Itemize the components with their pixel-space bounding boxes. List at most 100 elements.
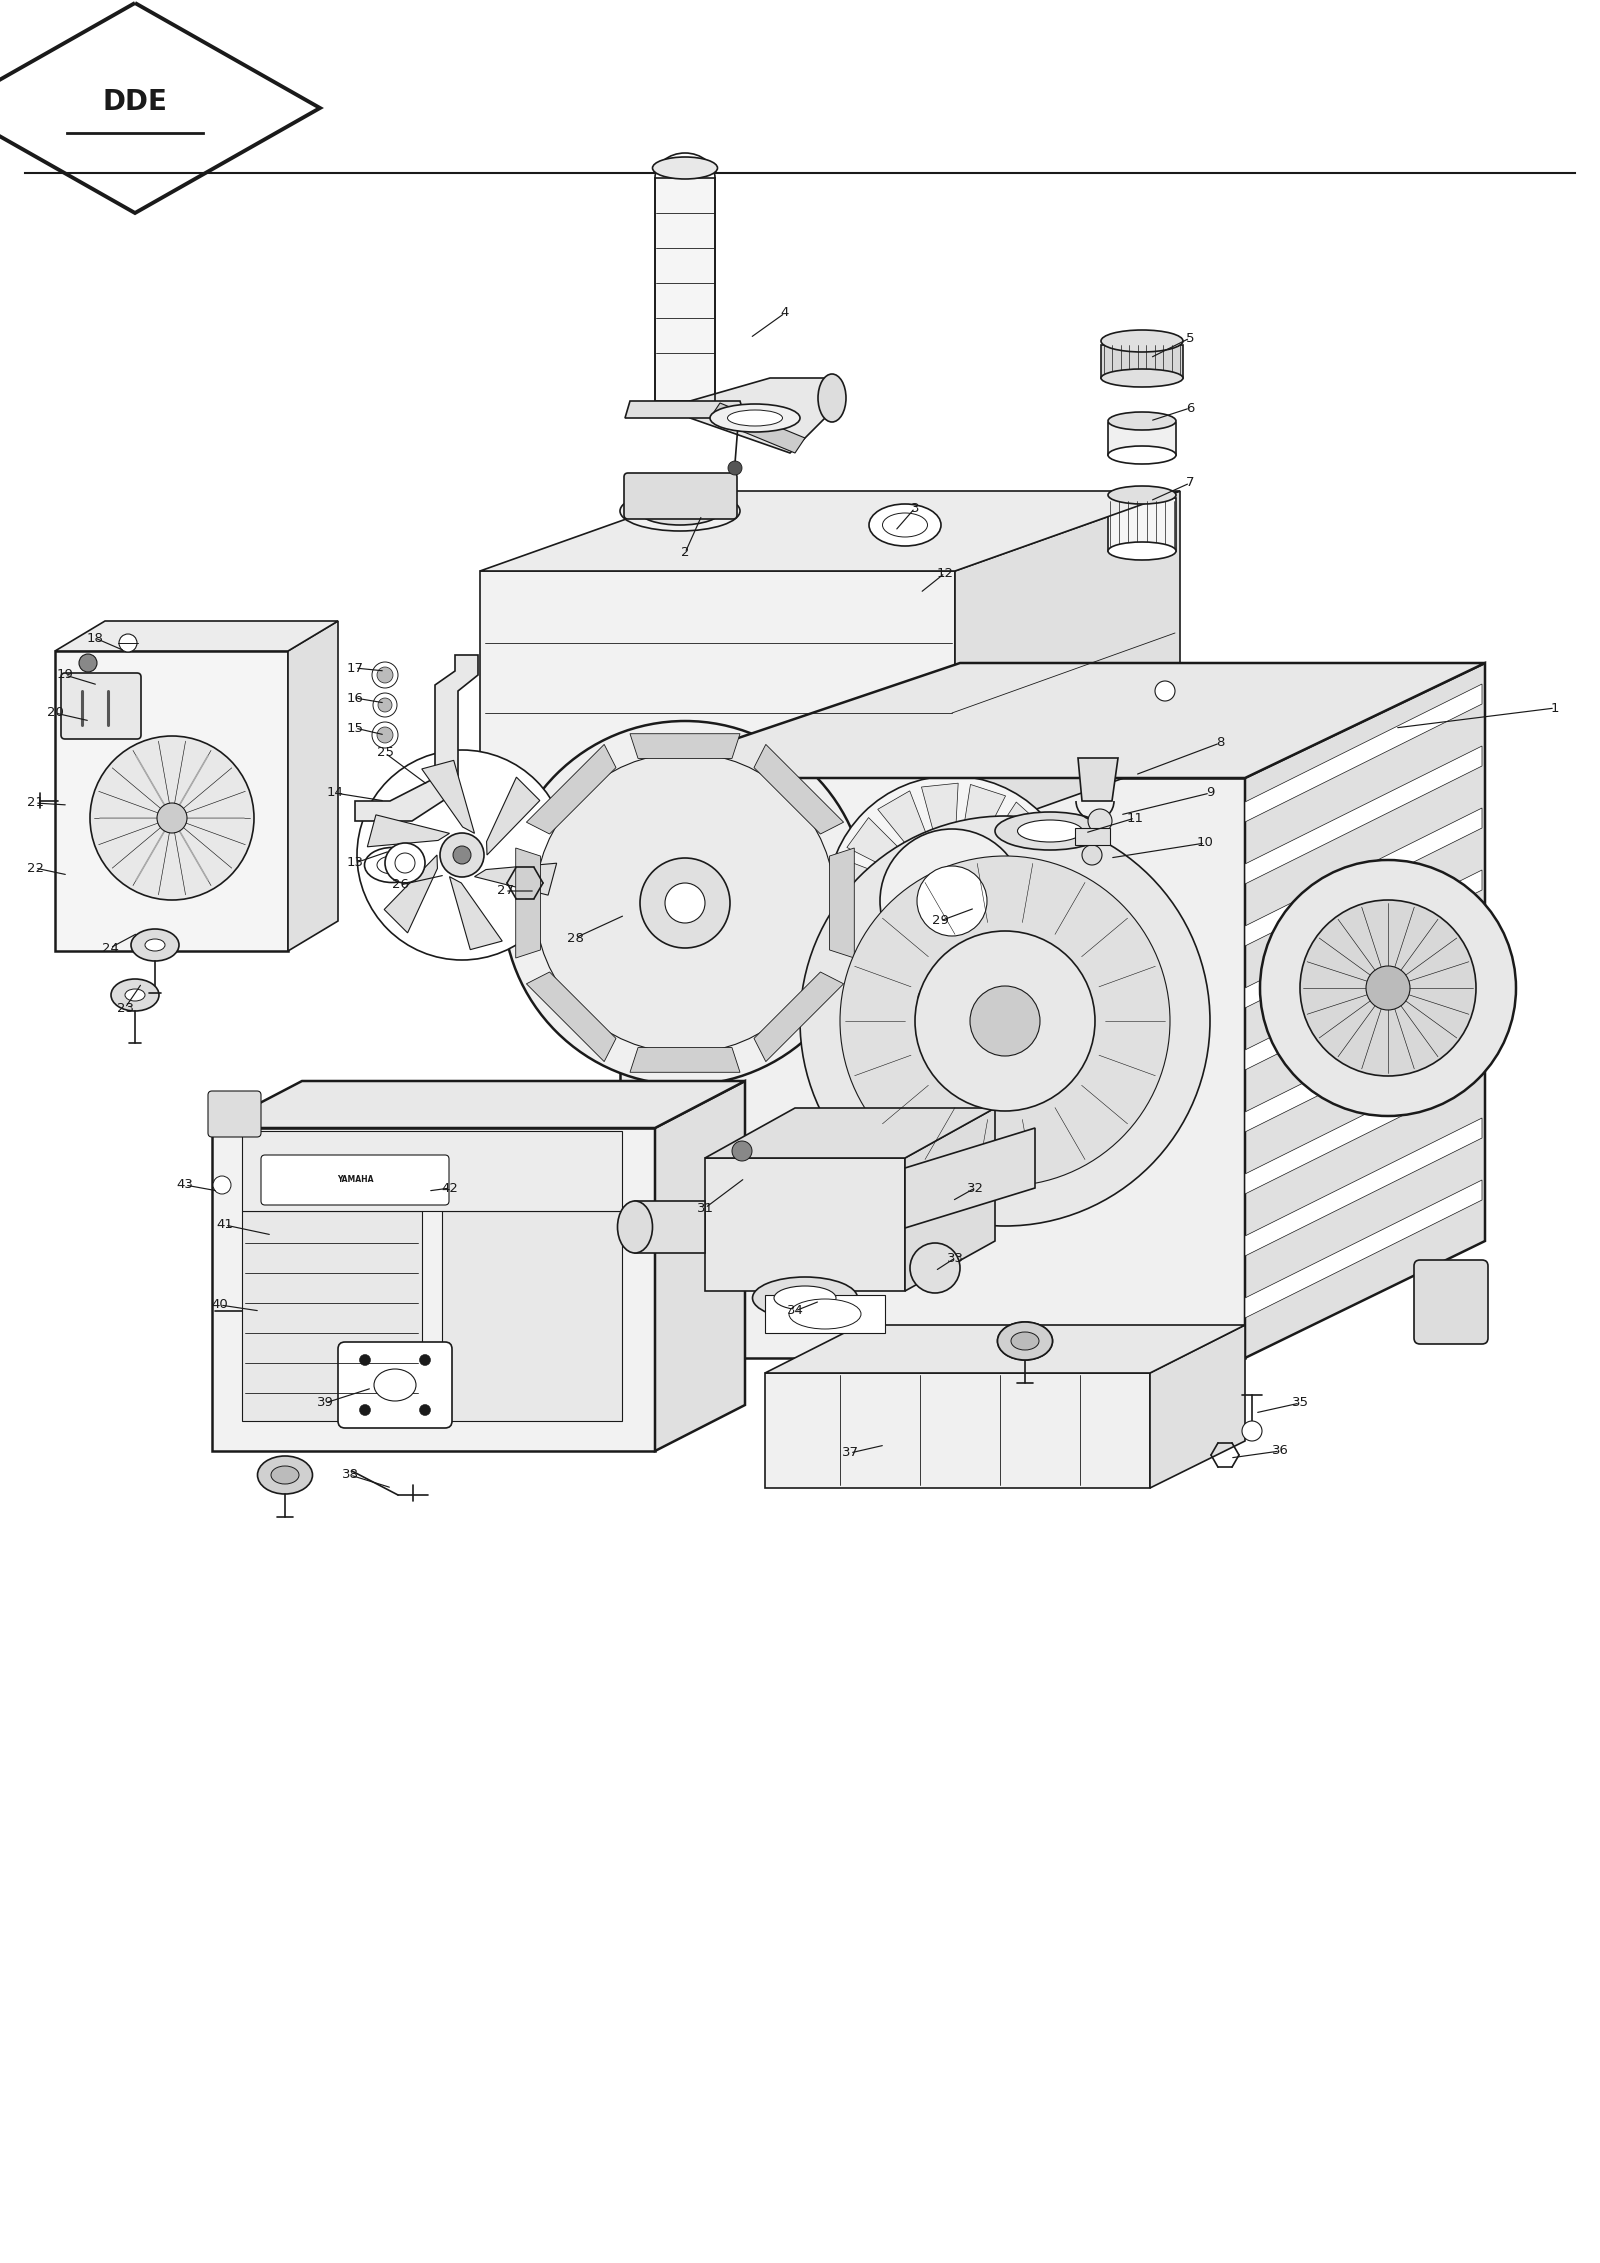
Circle shape — [373, 692, 397, 717]
Ellipse shape — [869, 505, 941, 545]
Polygon shape — [1245, 1179, 1482, 1317]
Polygon shape — [1245, 683, 1482, 821]
Ellipse shape — [1101, 369, 1182, 387]
Text: 19: 19 — [56, 668, 74, 681]
Text: 1: 1 — [1550, 702, 1560, 715]
Ellipse shape — [818, 373, 846, 421]
Ellipse shape — [995, 812, 1106, 851]
Polygon shape — [54, 652, 288, 950]
Circle shape — [1088, 808, 1112, 833]
Polygon shape — [754, 973, 843, 1061]
Ellipse shape — [752, 1276, 858, 1319]
Polygon shape — [526, 745, 616, 835]
Text: 37: 37 — [842, 1446, 859, 1460]
Polygon shape — [1245, 808, 1482, 946]
Ellipse shape — [258, 1455, 312, 1494]
Text: 38: 38 — [341, 1469, 358, 1482]
Circle shape — [1261, 860, 1517, 1116]
FancyBboxPatch shape — [261, 1154, 450, 1204]
Text: 22: 22 — [27, 862, 43, 874]
Polygon shape — [499, 570, 1150, 640]
Circle shape — [1366, 966, 1410, 1009]
Polygon shape — [834, 905, 885, 944]
Polygon shape — [992, 801, 1043, 855]
Text: 5: 5 — [1186, 330, 1194, 344]
Circle shape — [378, 726, 394, 742]
Circle shape — [733, 1141, 752, 1161]
Text: 31: 31 — [696, 1202, 714, 1215]
FancyBboxPatch shape — [208, 1091, 261, 1136]
Text: 36: 36 — [1272, 1444, 1288, 1457]
Text: 2: 2 — [680, 545, 690, 559]
Polygon shape — [211, 1082, 746, 1127]
Text: 40: 40 — [211, 1299, 229, 1313]
Ellipse shape — [270, 1466, 299, 1485]
Polygon shape — [450, 876, 502, 950]
Text: 29: 29 — [931, 914, 949, 928]
Polygon shape — [621, 663, 1485, 778]
Ellipse shape — [365, 849, 419, 883]
Text: 16: 16 — [347, 692, 363, 704]
Polygon shape — [1150, 1326, 1245, 1489]
Polygon shape — [630, 1048, 741, 1073]
Circle shape — [918, 989, 938, 1007]
Polygon shape — [710, 403, 805, 453]
Polygon shape — [765, 1294, 885, 1333]
Polygon shape — [963, 964, 1005, 1018]
Ellipse shape — [110, 980, 158, 1012]
Text: 14: 14 — [326, 788, 344, 799]
Polygon shape — [54, 620, 338, 652]
Polygon shape — [621, 778, 1245, 1358]
Polygon shape — [1075, 828, 1110, 844]
Polygon shape — [635, 1202, 706, 1254]
Circle shape — [728, 462, 742, 475]
Circle shape — [357, 749, 566, 960]
FancyBboxPatch shape — [338, 1342, 453, 1428]
Polygon shape — [475, 862, 557, 896]
Polygon shape — [706, 1109, 995, 1159]
Ellipse shape — [710, 405, 800, 432]
Circle shape — [78, 654, 98, 672]
Circle shape — [453, 846, 470, 864]
Polygon shape — [1022, 883, 1069, 919]
Circle shape — [1082, 844, 1102, 864]
Text: 24: 24 — [101, 941, 118, 955]
Ellipse shape — [1011, 1333, 1038, 1351]
Circle shape — [1242, 1421, 1262, 1442]
Polygon shape — [211, 1127, 654, 1451]
Polygon shape — [630, 733, 741, 758]
Text: 11: 11 — [1126, 812, 1144, 824]
Circle shape — [118, 634, 138, 652]
Ellipse shape — [774, 1285, 837, 1310]
Text: 12: 12 — [936, 566, 954, 579]
Circle shape — [90, 735, 254, 901]
Polygon shape — [368, 815, 450, 846]
Circle shape — [970, 987, 1040, 1057]
Text: 33: 33 — [947, 1251, 963, 1265]
Polygon shape — [384, 855, 437, 932]
Text: 27: 27 — [496, 885, 514, 898]
Polygon shape — [754, 745, 843, 835]
Polygon shape — [878, 957, 926, 1012]
Ellipse shape — [1107, 446, 1176, 464]
Text: 42: 42 — [442, 1181, 459, 1195]
Polygon shape — [1107, 423, 1176, 455]
Ellipse shape — [638, 498, 722, 525]
Text: 7: 7 — [1186, 477, 1194, 489]
Circle shape — [640, 858, 730, 948]
Text: 13: 13 — [347, 855, 363, 869]
Ellipse shape — [883, 514, 928, 536]
Polygon shape — [1245, 1118, 1482, 1256]
Text: 10: 10 — [1197, 837, 1213, 849]
Circle shape — [534, 754, 835, 1052]
Circle shape — [378, 668, 394, 683]
Text: 28: 28 — [566, 932, 584, 944]
Polygon shape — [1245, 1057, 1482, 1195]
Text: 21: 21 — [27, 797, 43, 810]
Text: 43: 43 — [176, 1179, 194, 1193]
Polygon shape — [878, 790, 926, 844]
Circle shape — [371, 663, 398, 688]
Text: 18: 18 — [86, 631, 104, 645]
Polygon shape — [242, 1211, 422, 1421]
Polygon shape — [1013, 919, 1066, 966]
